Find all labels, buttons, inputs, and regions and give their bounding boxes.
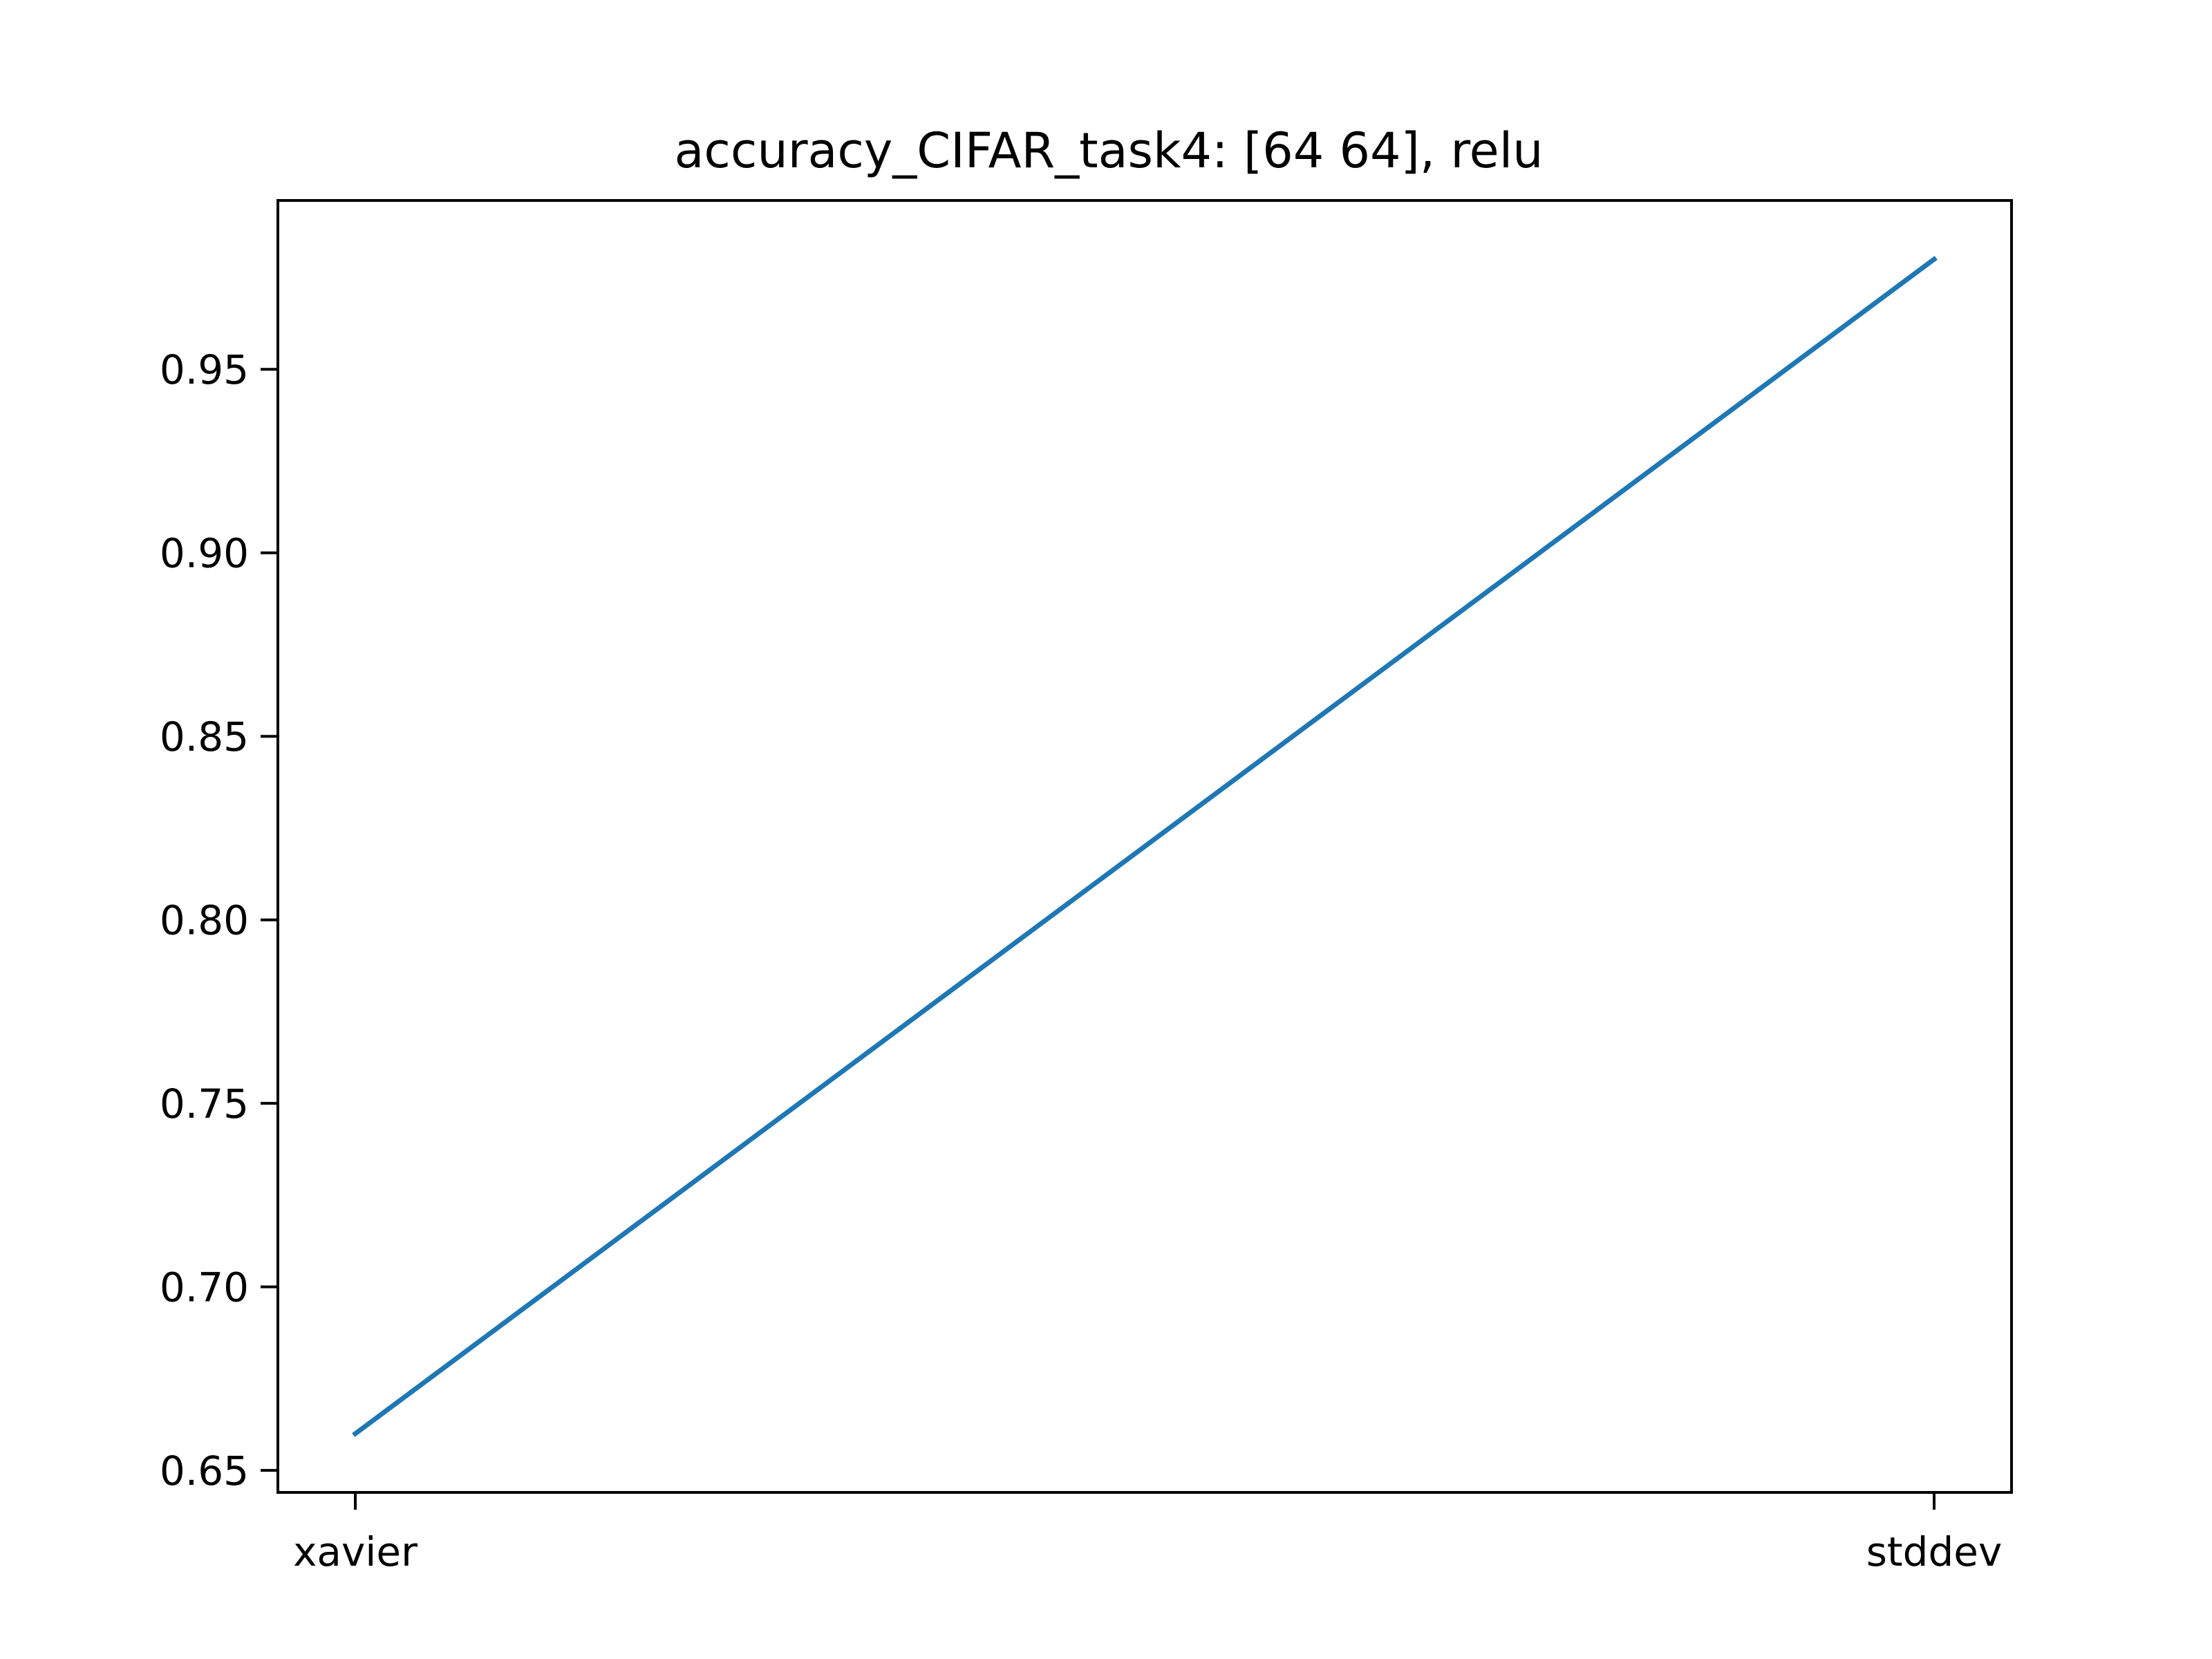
y-tick-label: 0.75 bbox=[160, 1080, 249, 1127]
x-tick-label: stddev bbox=[1866, 1528, 2003, 1575]
y-tick-label: 0.95 bbox=[160, 346, 249, 393]
y-tick-label: 0.90 bbox=[160, 530, 249, 577]
y-tick-label: 0.65 bbox=[160, 1447, 249, 1494]
series-layer bbox=[352, 256, 1938, 1437]
plot-area-frame bbox=[276, 199, 2013, 1494]
y-tick-label: 0.85 bbox=[160, 713, 249, 760]
y-tick-label: 0.80 bbox=[160, 897, 249, 944]
y-tick-label: 0.70 bbox=[160, 1264, 249, 1311]
x-tick-label: xavier bbox=[293, 1528, 418, 1575]
y-axis: 0.65 0.70 0.75 0.80 0.85 0.90 0.95 bbox=[160, 346, 278, 1494]
chart-title: accuracy_CIFAR_task4: [64 64], relu bbox=[674, 122, 1543, 179]
x-axis: xavier stddev bbox=[293, 1492, 2002, 1575]
series-line bbox=[352, 256, 1938, 1437]
